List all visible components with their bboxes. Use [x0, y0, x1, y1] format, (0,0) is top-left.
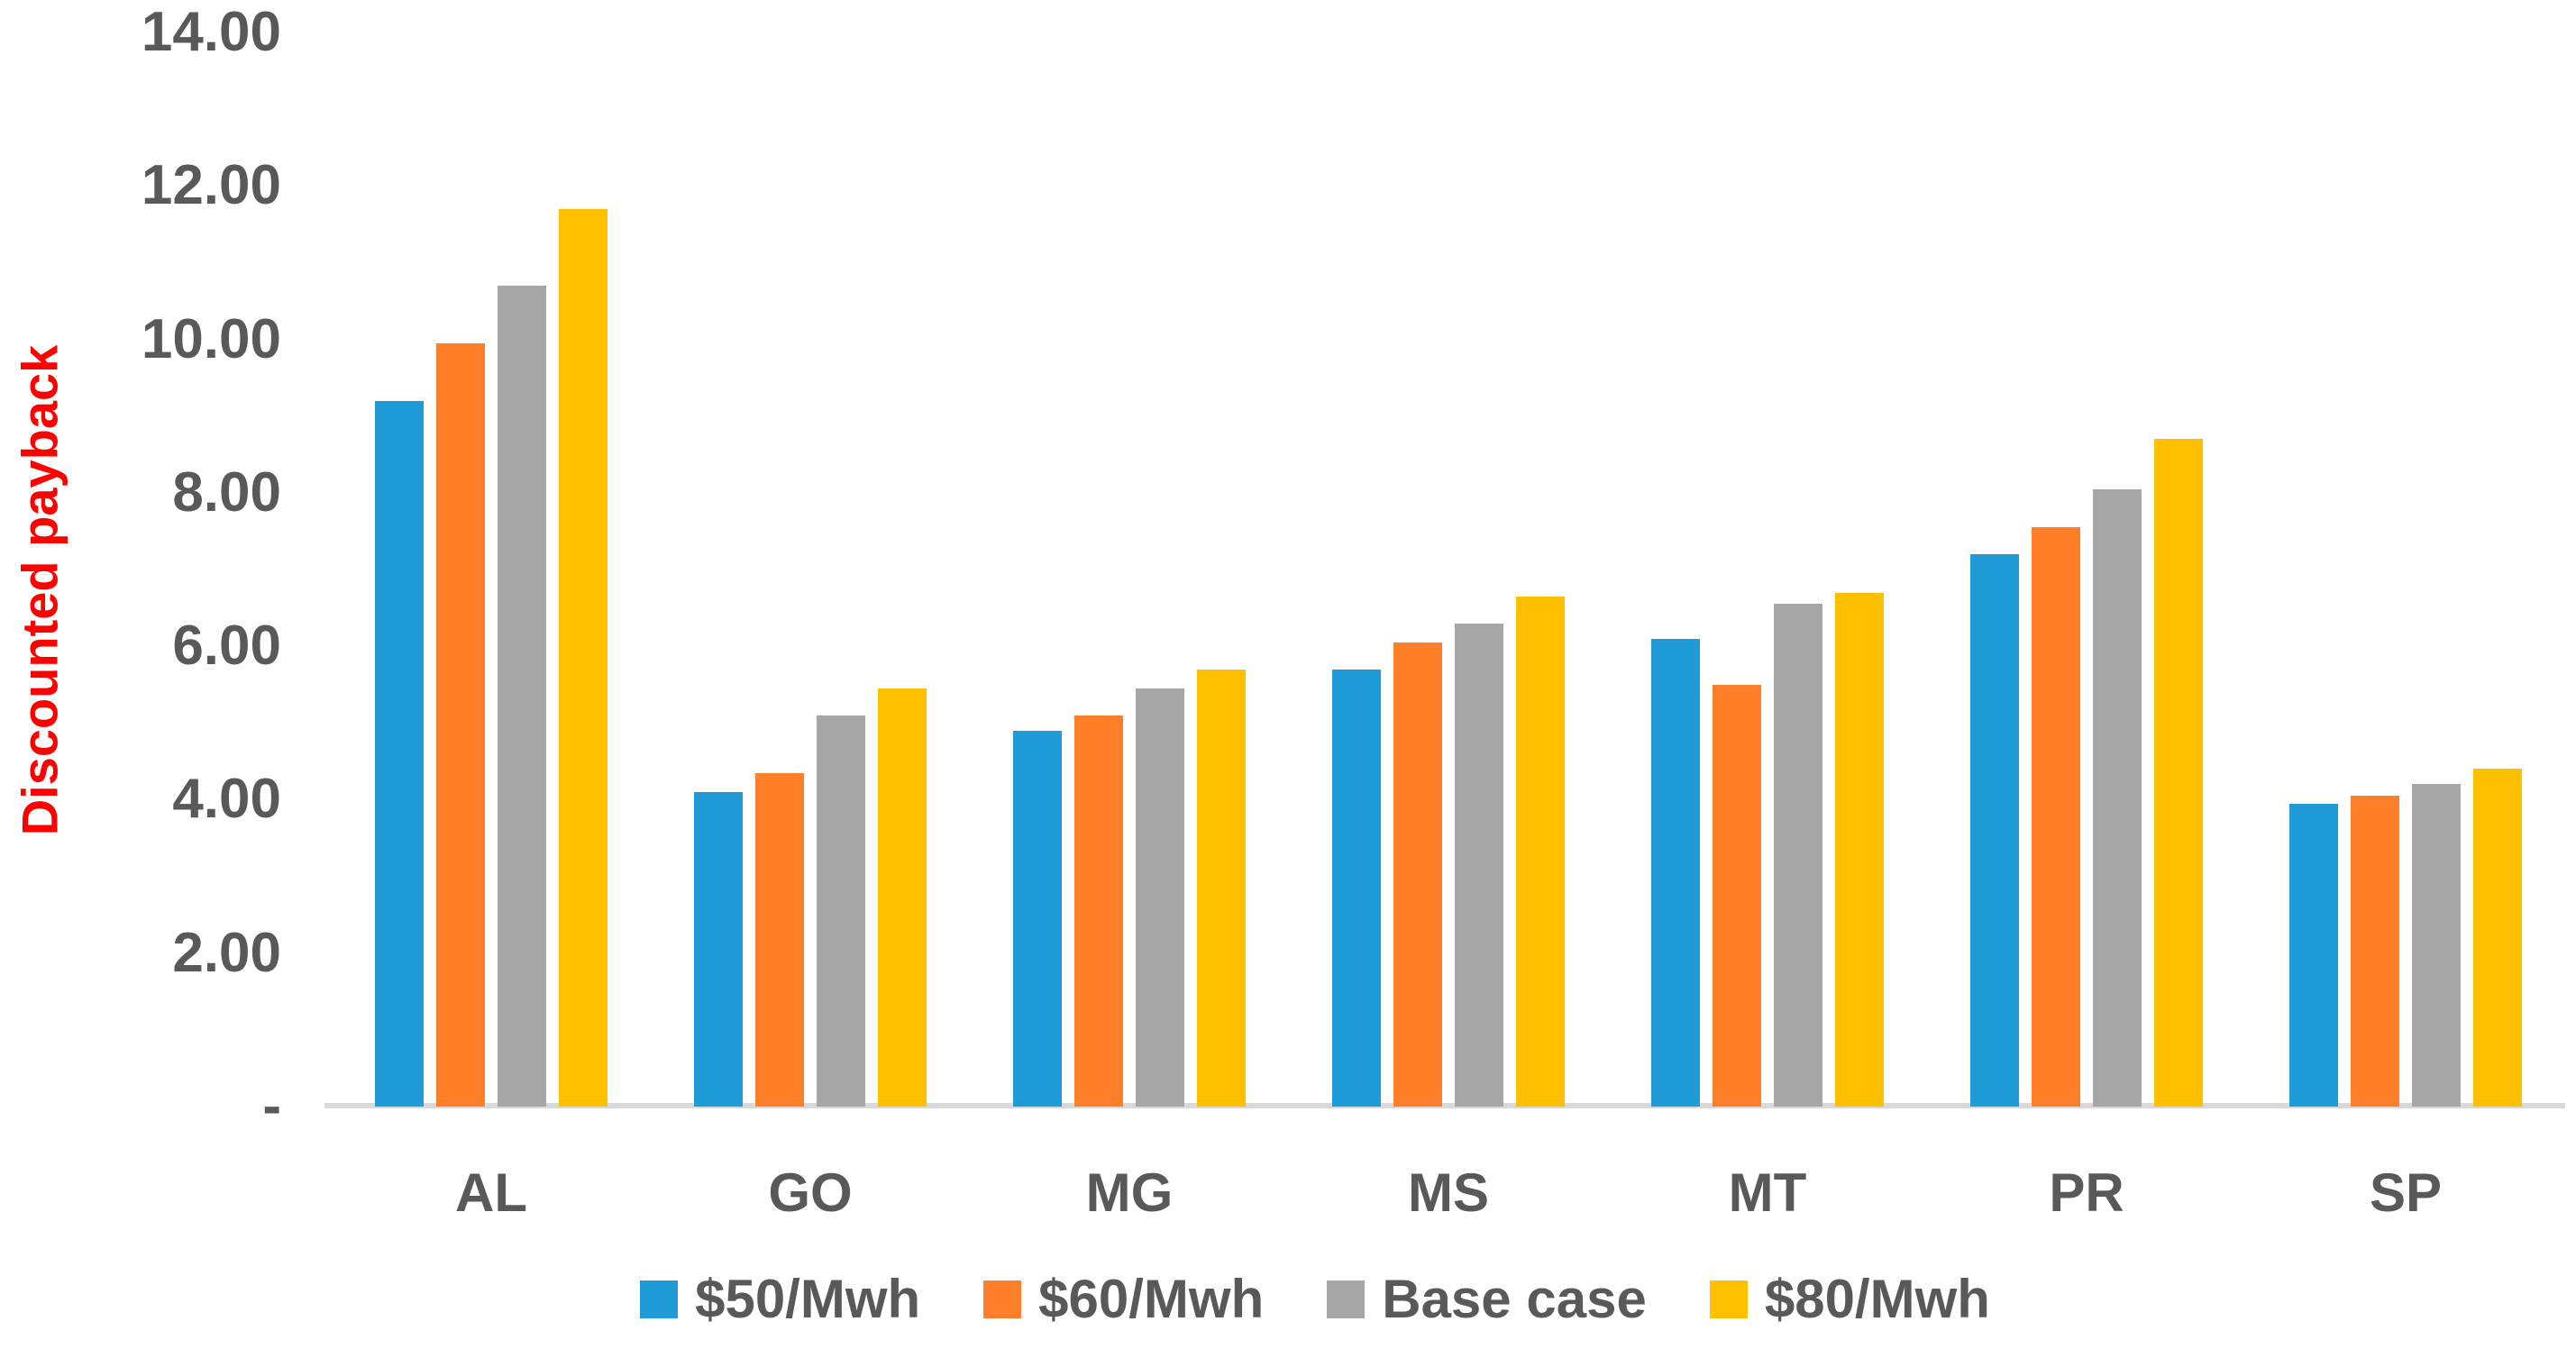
x-category-label-mt: MT	[1728, 1162, 1807, 1223]
bar-group-mg	[970, 32, 1289, 1107]
y-tick-label-6: 6.00	[172, 615, 281, 678]
legend-item-80-mwh: $80/Mwh	[1709, 1269, 1990, 1329]
legend-swatch-icon-base-case	[1327, 1281, 1366, 1318]
legend-item-60-mwh: $60/Mwh	[983, 1272, 1264, 1326]
bar-ms-60-mwh	[1393, 642, 1442, 1107]
bar-ms-base-case	[1455, 623, 1503, 1107]
x-category-label-al: AL	[455, 1162, 527, 1223]
legend: $50/Mwh $60/Mwh Base case $80/Mwh	[0, 1272, 2576, 1326]
bar-pr-80-mwh	[2154, 439, 2203, 1107]
y-tick-label-10: 10.00	[141, 307, 281, 370]
bar-group-ms	[1289, 32, 1608, 1107]
bar-group-mt	[1608, 32, 1927, 1107]
bar-group-go	[651, 32, 970, 1107]
legend-swatch-icon-50-mwh	[640, 1281, 679, 1318]
y-tick-label-4: 4.00	[172, 768, 281, 831]
bar-mg-50-mwh	[1013, 730, 1062, 1107]
legend-label-50-mwh: $50/Mwh	[695, 1269, 921, 1329]
bar-go-80-mwh	[878, 688, 927, 1107]
bar-mg-base-case	[1136, 688, 1184, 1107]
bar-mt-80-mwh	[1835, 592, 1884, 1107]
legend-label-base-case: Base case	[1382, 1269, 1647, 1329]
bar-pr-50-mwh	[1970, 553, 2019, 1107]
x-category-label-ms: MS	[1408, 1162, 1489, 1223]
bar-mg-80-mwh	[1197, 669, 1246, 1107]
bar-al-60-mwh	[436, 342, 485, 1107]
bar-al-base-case	[498, 285, 546, 1107]
bar-pr-base-case	[2093, 488, 2142, 1107]
legend-swatch-icon-60-mwh	[983, 1281, 1022, 1318]
bar-sp-50-mwh	[2289, 803, 2338, 1107]
bar-pr-60-mwh	[2032, 527, 2080, 1107]
plot-area	[324, 32, 2565, 1108]
bar-sp-60-mwh	[2351, 796, 2399, 1107]
bar-group-sp	[2246, 32, 2565, 1107]
bar-mg-60-mwh	[1074, 715, 1123, 1107]
y-axis: 14.00 12.00 10.00 8.00 6.00 4.00 2.00-	[0, 5, 281, 1135]
bar-go-50-mwh	[694, 791, 743, 1107]
x-axis-line	[324, 1103, 2565, 1108]
bar-mt-base-case	[1774, 604, 1822, 1107]
bar-sp-base-case	[2412, 784, 2461, 1107]
x-category-label-go: GO	[768, 1162, 853, 1223]
bar-group-al	[332, 32, 651, 1107]
x-category-label-mg: MG	[1085, 1162, 1174, 1223]
y-tick-label-0: -	[262, 1075, 281, 1137]
bar-go-base-case	[817, 715, 865, 1107]
bar-ms-80-mwh	[1516, 596, 1565, 1107]
legend-label-60-mwh: $60/Mwh	[1038, 1269, 1265, 1329]
bar-mt-60-mwh	[1713, 684, 1761, 1107]
y-tick-label-12: 12.00	[141, 154, 281, 217]
bar-al-80-mwh	[559, 208, 607, 1107]
y-tick-label-2: 2.00	[172, 921, 281, 984]
y-tick-label-8: 8.00	[172, 460, 281, 524]
x-category-label-pr: PR	[2049, 1162, 2124, 1223]
bar-mt-50-mwh	[1651, 638, 1700, 1107]
legend-item-base-case: Base case	[1327, 1272, 1647, 1326]
bar-go-60-mwh	[755, 772, 804, 1107]
y-tick-label-14: 14.00	[141, 1, 281, 63]
x-category-label-sp: SP	[2369, 1162, 2443, 1223]
bar-sp-80-mwh	[2473, 769, 2522, 1107]
legend-swatch-icon-80-mwh	[1709, 1281, 1748, 1318]
legend-item-50-mwh: $50/Mwh	[640, 1272, 920, 1326]
bar-al-50-mwh	[375, 400, 424, 1107]
bar-ms-50-mwh	[1332, 669, 1381, 1107]
x-axis: AL GO MG MS MT PR SP	[332, 1161, 2565, 1226]
bar-group-pr	[1927, 32, 2246, 1107]
legend-label-80-mwh: $80/Mwh	[1764, 1269, 1990, 1329]
